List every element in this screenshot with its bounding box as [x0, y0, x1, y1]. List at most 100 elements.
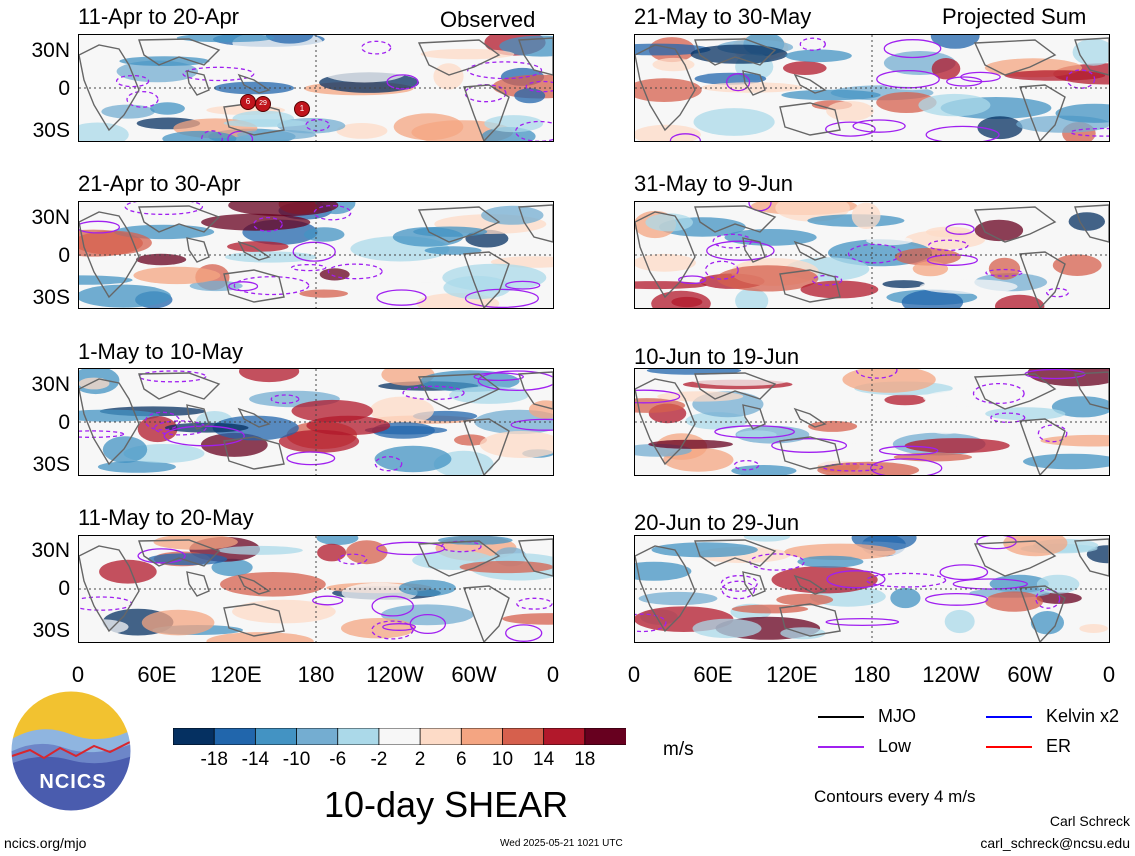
shear-blob [724, 229, 817, 246]
coastline [1019, 585, 1066, 642]
shear-blob [211, 558, 253, 577]
shear-blob [508, 586, 553, 611]
shear-blob [449, 386, 529, 404]
shear-map-panel [634, 535, 1110, 643]
shear-blob [924, 413, 968, 435]
shear-blob [743, 536, 791, 542]
low-contour [291, 263, 327, 272]
panel-title: 21-Apr to 30-Apr [78, 171, 241, 196]
coastline [742, 571, 766, 597]
shear-blob [433, 63, 464, 90]
shear-blob [797, 555, 864, 568]
shear-blob [79, 409, 160, 422]
low-contour [972, 382, 1025, 405]
shear-blob [635, 398, 686, 413]
low-contour [292, 241, 336, 262]
shear-blob [278, 429, 360, 453]
low-contour [371, 595, 414, 617]
x-tick-label: 120E [766, 662, 818, 687]
low-contour [870, 458, 943, 475]
shear-blob [479, 431, 553, 458]
low-contour [733, 459, 760, 471]
shear-blob [690, 373, 792, 386]
low-contour [402, 385, 465, 401]
low-contour [505, 624, 543, 642]
coastline [186, 571, 210, 597]
coastline [417, 206, 501, 243]
low-contour [305, 118, 330, 132]
coastline [694, 205, 777, 233]
y-tick-label: 30S [32, 453, 70, 476]
low-contour [374, 456, 403, 472]
shear-blob [150, 102, 185, 115]
y-tick-label: 30N [31, 206, 70, 229]
x-tick-label: 120W [922, 662, 980, 687]
low-contour [883, 39, 942, 59]
low-contour [925, 125, 1000, 141]
y-tick-label: 0 [58, 244, 70, 267]
x-tick-label: 120W [366, 662, 424, 687]
low-contour [669, 133, 702, 141]
legend-label: MJO [878, 706, 916, 726]
y-tick-label: 0 [58, 577, 70, 600]
shear-blob [931, 58, 961, 80]
shear-blob [116, 60, 198, 83]
observed-label: Observed [440, 7, 536, 32]
author-email: carl_schreck@ncsu.edu [980, 835, 1130, 851]
shear-blob [136, 253, 187, 266]
coastline [779, 436, 841, 470]
shear-blob [424, 246, 482, 255]
low-contour [822, 463, 884, 472]
coastline [1019, 418, 1066, 475]
shear-blob [502, 613, 553, 625]
coastline [793, 574, 827, 595]
shear-blob [443, 275, 511, 300]
coastline [694, 372, 777, 400]
colorbar-cell [419, 727, 463, 746]
shear-blob [101, 104, 155, 119]
coastline [779, 269, 841, 303]
coastline [518, 37, 553, 76]
storm-marker: 6 [240, 94, 256, 110]
low-contour [878, 445, 939, 456]
shear-blob [635, 124, 701, 141]
ncics-logo [10, 690, 132, 812]
colorbar-cell [213, 727, 257, 746]
coastline [973, 206, 1057, 243]
shear-blob [162, 130, 237, 141]
low-contour [286, 451, 336, 466]
shear-map-panel [78, 201, 554, 309]
low-contour [825, 121, 876, 137]
low-contour [233, 276, 310, 296]
legend-label: ER [1046, 736, 1072, 756]
shear-blob [484, 115, 544, 133]
coastline [742, 237, 766, 263]
coastline [1019, 251, 1066, 308]
low-contour [726, 73, 751, 92]
shear-blob [912, 261, 949, 277]
coastline [742, 70, 766, 96]
shear-blob [1003, 536, 1068, 557]
low-contour [852, 119, 906, 133]
coastline [635, 545, 696, 633]
coastline [417, 39, 501, 76]
coastline [223, 269, 285, 303]
shear-blob [736, 430, 777, 439]
colorbar-tick-label: -2 [370, 749, 388, 770]
coastline [518, 538, 553, 577]
low-contour [477, 370, 553, 392]
low-contour [926, 254, 978, 266]
colorbar-tick-label: -6 [329, 749, 347, 770]
low-contour [799, 37, 826, 51]
shear-map-panel [78, 368, 554, 476]
low-contour [749, 553, 805, 571]
coastline [1074, 204, 1109, 243]
shear-blob [1072, 38, 1109, 66]
y-tick-label: 30S [32, 619, 70, 642]
shear-blob [299, 289, 348, 298]
projected-sum-label: Projected Sum [942, 4, 1087, 29]
coastline [79, 545, 140, 633]
shear-blob [79, 275, 133, 285]
coastline [742, 404, 766, 430]
low-contour [126, 90, 159, 108]
